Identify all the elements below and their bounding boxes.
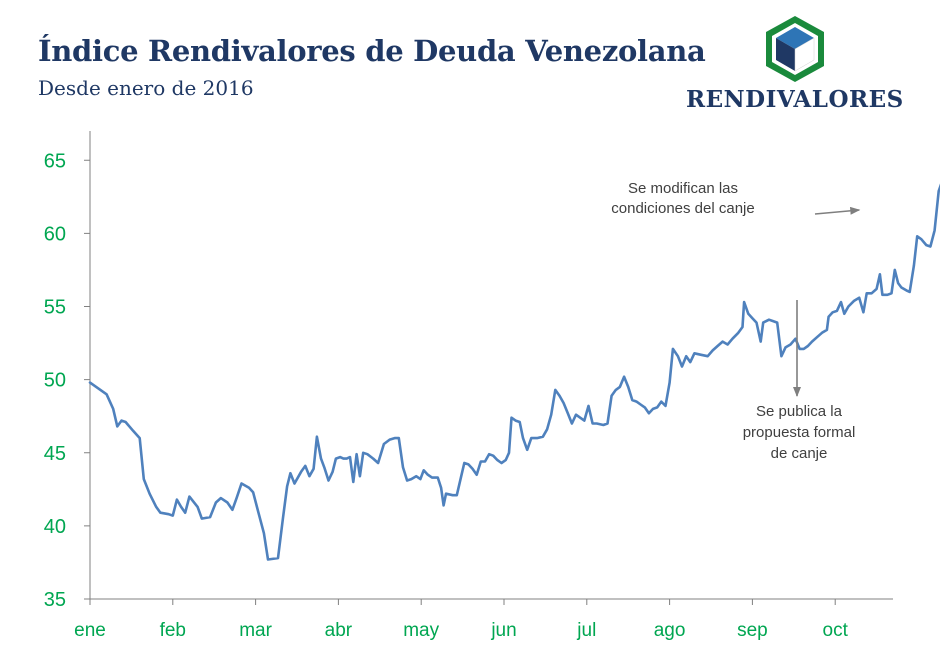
chart-title: Índice Rendivalores de Deuda Venezolana bbox=[38, 34, 706, 68]
x-tick-label: feb bbox=[160, 620, 186, 641]
y-tick-label: 50 bbox=[44, 370, 66, 392]
x-tick-label: sep bbox=[737, 620, 768, 641]
annotation-propuesta-text: Se publica la bbox=[756, 403, 843, 420]
annotation-canje-text: Se modifican las bbox=[628, 180, 738, 197]
annotation-canje-arrow bbox=[814, 206, 861, 215]
logo-cube-right bbox=[794, 37, 815, 72]
y-tick-label: 55 bbox=[44, 297, 66, 319]
y-tick-label: 40 bbox=[44, 516, 66, 538]
logo-cube-left bbox=[776, 38, 795, 71]
cube-logo-icon bbox=[766, 16, 824, 82]
x-tick-label: ago bbox=[654, 620, 686, 641]
annotation-propuesta-text: de canje bbox=[771, 445, 828, 462]
x-tick-label: oct bbox=[823, 620, 849, 641]
x-tick-label: mar bbox=[239, 620, 272, 641]
y-tick-label: 65 bbox=[44, 150, 66, 172]
x-tick-label: may bbox=[403, 620, 439, 641]
y-tick-label: 45 bbox=[44, 443, 66, 465]
y-tick-label: 35 bbox=[44, 589, 66, 611]
x-tick-label: jul bbox=[576, 620, 596, 641]
y-tick-label: 60 bbox=[44, 223, 66, 245]
logo-wordmark: RENDIVALORES bbox=[686, 86, 904, 113]
x-tick-label: abr bbox=[325, 620, 353, 641]
x-tick-label: jun bbox=[490, 620, 516, 641]
x-tick-label: ene bbox=[74, 620, 106, 641]
annotation-canje-text: condiciones del canje bbox=[611, 200, 754, 217]
series-line bbox=[88, 183, 940, 561]
chart-subtitle: Desde enero de 2016 bbox=[38, 76, 254, 100]
annotation-propuesta-text: propuesta formal bbox=[743, 424, 856, 441]
